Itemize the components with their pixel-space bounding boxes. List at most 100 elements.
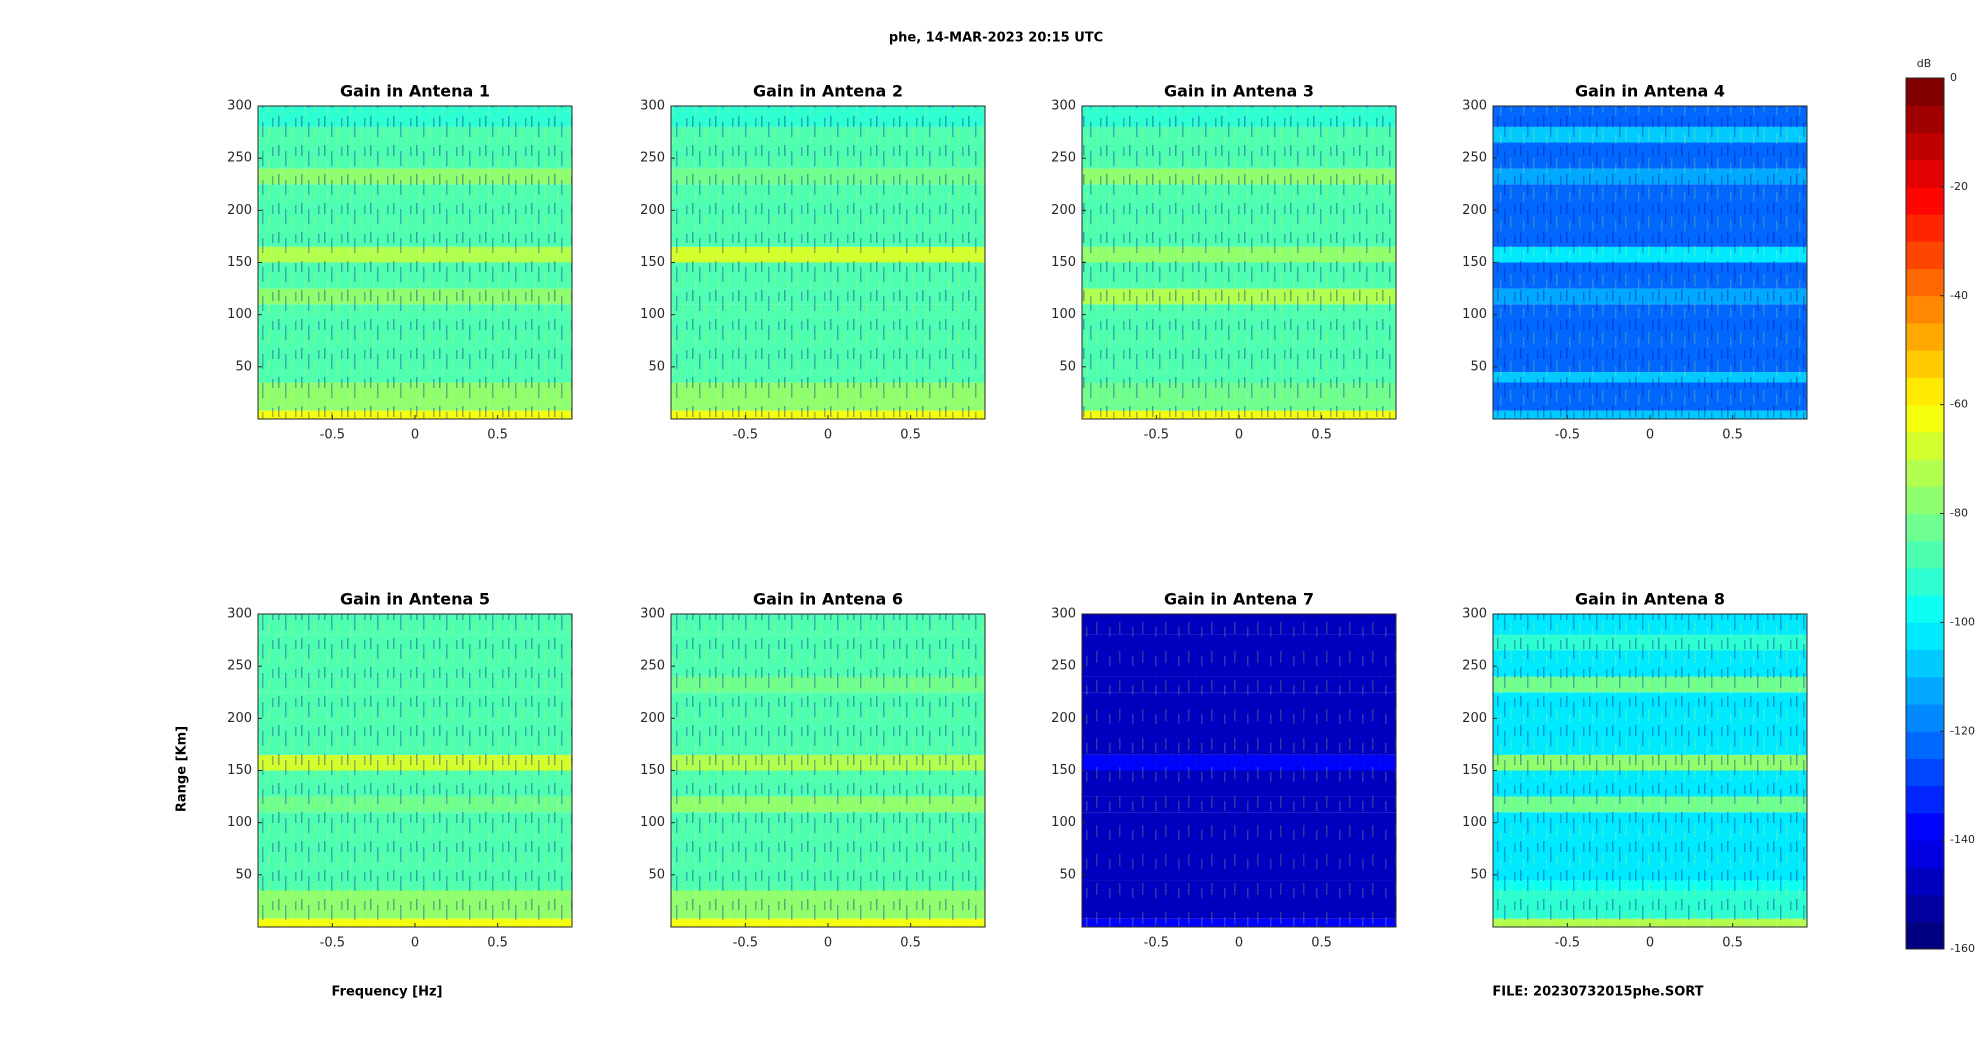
texture [258, 106, 572, 419]
y-tick-label: 50 [648, 867, 665, 882]
x-tick-label: -0.5 [1555, 428, 1580, 443]
x-tick-label: 0 [824, 936, 832, 951]
colorbar-step [1906, 268, 1944, 297]
y-tick-label: 300 [640, 99, 665, 114]
x-axis-label: Frequency [Hz] [332, 985, 443, 1000]
y-tick-label: 300 [1462, 99, 1487, 114]
x-tick-label: -0.5 [733, 936, 758, 951]
file-label: FILE: 20230732015phe.SORT [1492, 985, 1703, 1000]
colorbar-tick-label: -80 [1950, 507, 1968, 520]
y-tick-label: 150 [640, 763, 665, 778]
y-tick-label: 100 [640, 815, 665, 830]
x-tick-label: 0 [824, 428, 832, 443]
texture [1493, 106, 1807, 419]
colorbar-step [1906, 295, 1944, 324]
y-axis-label: Range [Km] [175, 726, 190, 812]
y-tick-label: 50 [1059, 867, 1076, 882]
colorbar-step [1906, 214, 1944, 242]
texture [671, 106, 985, 419]
y-tick-label: 250 [640, 151, 665, 166]
colorbar-tick-label: -120 [1950, 724, 1975, 737]
colorbar-step [1906, 894, 1944, 923]
y-tick-label: 150 [1462, 255, 1487, 270]
y-tick-label: 250 [227, 659, 252, 674]
y-tick-label: 50 [1470, 867, 1487, 882]
colorbar-tick-label: -40 [1950, 289, 1968, 302]
y-tick-label: 100 [1051, 307, 1076, 322]
colorbar-step [1906, 704, 1944, 732]
figure-title: phe, 14-MAR-2023 20:15 UTC [889, 31, 1103, 46]
y-tick-label: 250 [1051, 659, 1076, 674]
texture [258, 614, 572, 927]
colorbar-step [1906, 431, 1944, 460]
y-tick-label: 250 [640, 659, 665, 674]
x-tick-label: -0.5 [1144, 936, 1169, 951]
y-tick-label: 50 [1059, 359, 1076, 374]
x-tick-label: -0.5 [1555, 936, 1580, 951]
y-tick-label: 50 [235, 359, 252, 374]
colorbar-label: dB [1917, 57, 1932, 70]
y-tick-label: 200 [227, 711, 252, 726]
x-tick-label: 0.5 [487, 428, 508, 443]
y-tick-label: 100 [1462, 815, 1487, 830]
colorbar-step [1906, 350, 1944, 378]
panel-title: Gain in Antena 4 [1575, 82, 1725, 101]
y-tick-label: 150 [227, 255, 252, 270]
panel-title: Gain in Antena 5 [340, 590, 490, 609]
panel-title: Gain in Antena 3 [1164, 82, 1314, 101]
colorbar-step [1906, 186, 1944, 215]
colorbar-step [1906, 78, 1944, 106]
colorbar-step [1906, 241, 1944, 270]
x-tick-label: 0 [1235, 428, 1243, 443]
x-tick-label: 0.5 [1722, 936, 1743, 951]
x-tick-label: -0.5 [733, 428, 758, 443]
x-tick-label: 0 [1646, 936, 1654, 951]
texture [1082, 106, 1396, 419]
colorbar-step [1906, 322, 1944, 351]
panel-title: Gain in Antena 7 [1164, 590, 1314, 609]
colorbar-step [1906, 758, 1944, 787]
x-tick-label: -0.5 [1144, 428, 1169, 443]
texture [1493, 614, 1807, 927]
x-tick-label: 0.5 [900, 936, 921, 951]
x-tick-label: -0.5 [320, 936, 345, 951]
colorbar-step [1906, 785, 1944, 814]
x-tick-label: 0.5 [1311, 936, 1332, 951]
y-tick-label: 250 [1462, 151, 1487, 166]
y-tick-label: 100 [227, 307, 252, 322]
colorbar-step [1906, 676, 1944, 705]
y-tick-label: 200 [1462, 711, 1487, 726]
x-tick-label: 0 [1235, 936, 1243, 951]
colorbar-step [1906, 513, 1944, 542]
colorbar-step [1906, 105, 1944, 133]
y-tick-label: 300 [1051, 99, 1076, 114]
x-tick-label: 0.5 [1722, 428, 1743, 443]
y-tick-label: 100 [1462, 307, 1487, 322]
x-tick-label: 0 [411, 936, 419, 951]
x-tick-label: 0 [411, 428, 419, 443]
texture [671, 614, 985, 927]
texture [1082, 614, 1396, 927]
colorbar-step [1906, 812, 1944, 841]
y-tick-label: 250 [1051, 151, 1076, 166]
y-tick-label: 200 [1051, 203, 1076, 218]
x-tick-label: 0.5 [1311, 428, 1332, 443]
y-tick-label: 50 [648, 359, 665, 374]
colorbar-tick-label: -100 [1950, 615, 1975, 628]
colorbar-step [1906, 731, 1944, 759]
y-tick-label: 200 [640, 203, 665, 218]
x-tick-label: 0.5 [900, 428, 921, 443]
y-tick-label: 100 [1051, 815, 1076, 830]
colorbar-step [1906, 540, 1944, 569]
colorbar-tick-label: -140 [1950, 833, 1975, 846]
colorbar-step [1906, 567, 1944, 596]
y-tick-label: 150 [227, 763, 252, 778]
colorbar-tick-label: -20 [1950, 180, 1968, 193]
y-tick-label: 200 [227, 203, 252, 218]
y-tick-label: 100 [227, 815, 252, 830]
x-tick-label: -0.5 [320, 428, 345, 443]
y-tick-label: 300 [227, 607, 252, 622]
colorbar-step [1906, 595, 1944, 623]
colorbar-step [1906, 921, 1944, 950]
